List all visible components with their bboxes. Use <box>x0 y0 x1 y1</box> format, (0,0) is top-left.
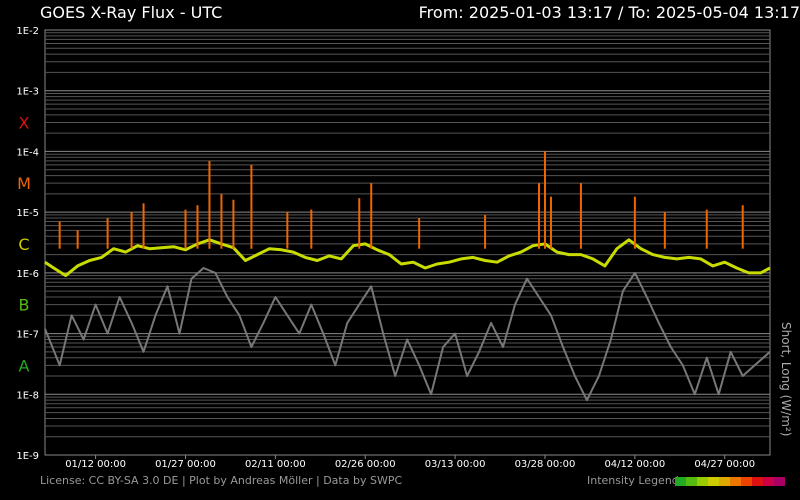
y-tick-label: 1E-2 <box>16 26 39 37</box>
legend-swatch <box>686 477 697 486</box>
legend-swatch <box>708 477 719 486</box>
x-tick-label: 02/11 00:00 <box>245 459 306 470</box>
legend-swatch <box>763 477 774 486</box>
y-tick-label: 1E-6 <box>16 269 39 280</box>
x-tick-labels: 01/12 00:00 01/27 00:00 02/11 00:00 02/26 0… <box>65 455 755 470</box>
flare-class-b: B <box>19 296 30 315</box>
y-tick-label: 1E-5 <box>16 208 39 219</box>
flare-class-labels: X M C B A <box>17 113 31 375</box>
y-tick-label: 1E-7 <box>16 330 39 341</box>
credits: License: CC BY-SA 3.0 DE | Plot by Andre… <box>40 474 403 487</box>
series-line-0 <box>44 267 771 402</box>
date-range: From: 2025-01-03 13:17 / To: 2025-05-04 … <box>418 3 800 22</box>
legend-swatch <box>697 477 708 486</box>
x-tick-label: 02/26 00:00 <box>335 459 396 470</box>
flare-class-c: C <box>18 235 29 254</box>
grid <box>45 32 770 456</box>
x-tick-label: 04/27 00:00 <box>694 459 755 470</box>
x-tick-label: 03/28 00:00 <box>515 459 576 470</box>
legend-swatch <box>675 477 686 486</box>
intensity-legend-label: Intensity Legend <box>587 474 679 487</box>
flare-class-m: M <box>17 174 31 193</box>
plot-area <box>44 29 771 456</box>
y-tick-label: 1E-3 <box>16 87 39 98</box>
x-tick-label: 04/12 00:00 <box>604 459 665 470</box>
legend-swatch <box>774 477 785 486</box>
y-tick-label: 1E-4 <box>16 147 39 158</box>
y-tick-label: 1E-8 <box>16 390 39 401</box>
y-tick-labels: 1E-2 1E-3 1E-4 1E-5 1E-6 1E-7 1E-8 1E-9 <box>16 26 39 462</box>
x-tick-label: 01/12 00:00 <box>65 459 126 470</box>
legend-swatch <box>741 477 752 486</box>
series-line-1 <box>44 238 771 278</box>
chart-title: GOES X-Ray Flux - UTC <box>40 3 223 22</box>
legend-swatch <box>752 477 763 486</box>
legend-swatch <box>730 477 741 486</box>
y-tick-label: 1E-9 <box>16 451 39 462</box>
flare-class-x: X <box>19 113 30 132</box>
legend-swatch <box>719 477 730 486</box>
x-tick-label: 03/13 00:00 <box>425 459 486 470</box>
y-axis-label: Short, Long (W/m²) <box>779 322 793 436</box>
flare-class-a: A <box>19 356 30 375</box>
x-tick-label: 01/27 00:00 <box>155 459 216 470</box>
series-group <box>44 151 771 402</box>
intensity-legend-bar <box>675 477 785 486</box>
